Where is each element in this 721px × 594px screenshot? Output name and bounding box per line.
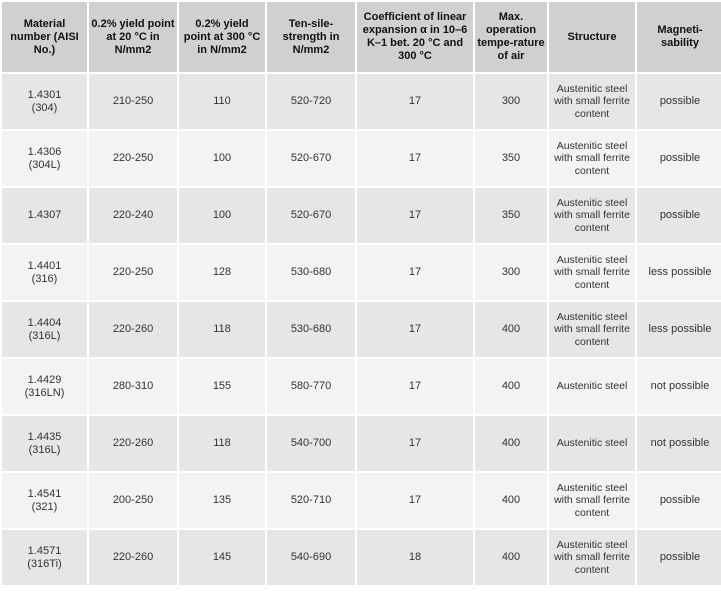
cell-yield-300c: 118	[179, 302, 265, 357]
cell-magnetisability: not possible	[637, 416, 721, 471]
cell-structure: Austenitic steel with small ferrite cont…	[549, 188, 635, 243]
cell-structure: Austenitic steel with small ferrite cont…	[549, 245, 635, 300]
cell-expansion-coefficient: 18	[357, 530, 473, 585]
table-row: 1.4429 (316LN) 280-310 155 580-770 17 400 Aust…	[2, 359, 721, 414]
cell-magnetisability: less possible	[637, 302, 721, 357]
cell-magnetisability: possible	[637, 473, 721, 528]
cell-max-temperature: 300	[475, 74, 547, 129]
cell-yield-20c: 220-260	[89, 416, 177, 471]
table-row: 1.4435 (316L) 220-260 118 540-700 17 400 Auste…	[2, 416, 721, 471]
table-row: 1.4541 (321) 200-250 135 520-710 17 400 Austen…	[2, 473, 721, 528]
cell-magnetisability: possible	[637, 74, 721, 129]
cell-yield-300c: 100	[179, 188, 265, 243]
cell-structure: Austenitic steel with small ferrite cont…	[549, 530, 635, 585]
cell-structure: Austenitic steel	[549, 416, 635, 471]
cell-material-number: 1.4571 (316Ti)	[2, 530, 87, 585]
cell-max-temperature: 400	[475, 302, 547, 357]
cell-expansion-coefficient: 17	[357, 302, 473, 357]
cell-yield-20c: 220-250	[89, 245, 177, 300]
cell-yield-20c: 220-260	[89, 302, 177, 357]
cell-yield-20c: 220-250	[89, 131, 177, 186]
cell-expansion-coefficient: 17	[357, 188, 473, 243]
cell-structure: Austenitic steel with small ferrite cont…	[549, 302, 635, 357]
cell-material-number: 1.4301 (304)	[2, 74, 87, 129]
cell-yield-300c: 118	[179, 416, 265, 471]
header-structure: Structure	[549, 2, 635, 72]
cell-max-temperature: 350	[475, 188, 547, 243]
cell-yield-20c: 220-260	[89, 530, 177, 585]
cell-yield-20c: 200-250	[89, 473, 177, 528]
cell-magnetisability: possible	[637, 131, 721, 186]
cell-max-temperature: 400	[475, 473, 547, 528]
cell-material-number: 1.4404 (316L)	[2, 302, 87, 357]
cell-max-temperature: 350	[475, 131, 547, 186]
header-yield-20c: 0.2% yield point at 20 °C in N/mm2	[89, 2, 177, 72]
table-row: 1.4404 (316L) 220-260 118 530-680 17 400 Auste…	[2, 302, 721, 357]
cell-yield-300c: 128	[179, 245, 265, 300]
cell-max-temperature: 300	[475, 245, 547, 300]
table-row: 1.4306 (304L) 220-250 100 520-670 17 350 Auste…	[2, 131, 721, 186]
table-row: 1.4401 (316) 220-250 128 530-680 17 300 Austen…	[2, 245, 721, 300]
header-tensile-strength: Ten-sile-strength in N/mm2	[267, 2, 355, 72]
cell-expansion-coefficient: 17	[357, 359, 473, 414]
cell-max-temperature: 400	[475, 416, 547, 471]
header-magnetisability: Magneti-sability	[637, 2, 721, 72]
cell-material-number: 1.4541 (321)	[2, 473, 87, 528]
cell-yield-300c: 155	[179, 359, 265, 414]
cell-yield-20c: 220-240	[89, 188, 177, 243]
cell-tensile-strength: 520-670	[267, 188, 355, 243]
cell-material-number: 1.4306 (304L)	[2, 131, 87, 186]
cell-structure: Austenitic steel with small ferrite cont…	[549, 473, 635, 528]
cell-yield-20c: 280-310	[89, 359, 177, 414]
cell-structure: Austenitic steel	[549, 359, 635, 414]
cell-expansion-coefficient: 17	[357, 74, 473, 129]
cell-magnetisability: not possible	[637, 359, 721, 414]
cell-yield-300c: 135	[179, 473, 265, 528]
cell-tensile-strength: 520-710	[267, 473, 355, 528]
cell-expansion-coefficient: 17	[357, 416, 473, 471]
cell-yield-300c: 100	[179, 131, 265, 186]
cell-expansion-coefficient: 17	[357, 245, 473, 300]
cell-yield-20c: 210-250	[89, 74, 177, 129]
header-max-operation-temperature: Max. operation tempe-rature of air	[475, 2, 547, 72]
table-row: 1.4301 (304) 210-250 110 520-720 17 300 Austen…	[2, 74, 721, 129]
cell-magnetisability: possible	[637, 188, 721, 243]
cell-magnetisability: possible	[637, 530, 721, 585]
table-row: 1.4571 (316Ti) 220-260 145 540-690 18 400 Aust…	[2, 530, 721, 585]
cell-tensile-strength: 520-720	[267, 74, 355, 129]
header-expansion-coefficient: Coefficient of linear expansion α in 10–…	[357, 2, 473, 72]
cell-max-temperature: 400	[475, 530, 547, 585]
cell-expansion-coefficient: 17	[357, 131, 473, 186]
cell-tensile-strength: 540-700	[267, 416, 355, 471]
cell-magnetisability: less possible	[637, 245, 721, 300]
cell-tensile-strength: 540-690	[267, 530, 355, 585]
cell-tensile-strength: 580-770	[267, 359, 355, 414]
cell-material-number: 1.4429 (316LN)	[2, 359, 87, 414]
cell-expansion-coefficient: 17	[357, 473, 473, 528]
cell-yield-300c: 110	[179, 74, 265, 129]
table-row: 1.4307 220-240 100 520-670 17 350 Austenitic s…	[2, 188, 721, 243]
cell-material-number: 1.4435 (316L)	[2, 416, 87, 471]
header-yield-300c: 0.2% yield point at 300 °C in N/mm2	[179, 2, 265, 72]
cell-tensile-strength: 530-680	[267, 302, 355, 357]
cell-tensile-strength: 530-680	[267, 245, 355, 300]
cell-tensile-strength: 520-670	[267, 131, 355, 186]
table-body: 1.4301 (304) 210-250 110 520-720 17 300 Austen…	[2, 74, 721, 585]
cell-max-temperature: 400	[475, 359, 547, 414]
header-row: Material number (AISI No.) 0.2% yield po…	[2, 2, 721, 72]
cell-material-number: 1.4307	[2, 188, 87, 243]
header-material-number: Material number (AISI No.)	[2, 2, 87, 72]
cell-structure: Austenitic steel with small ferrite cont…	[549, 74, 635, 129]
cell-material-number: 1.4401 (316)	[2, 245, 87, 300]
cell-structure: Austenitic steel with small ferrite cont…	[549, 131, 635, 186]
cell-yield-300c: 145	[179, 530, 265, 585]
